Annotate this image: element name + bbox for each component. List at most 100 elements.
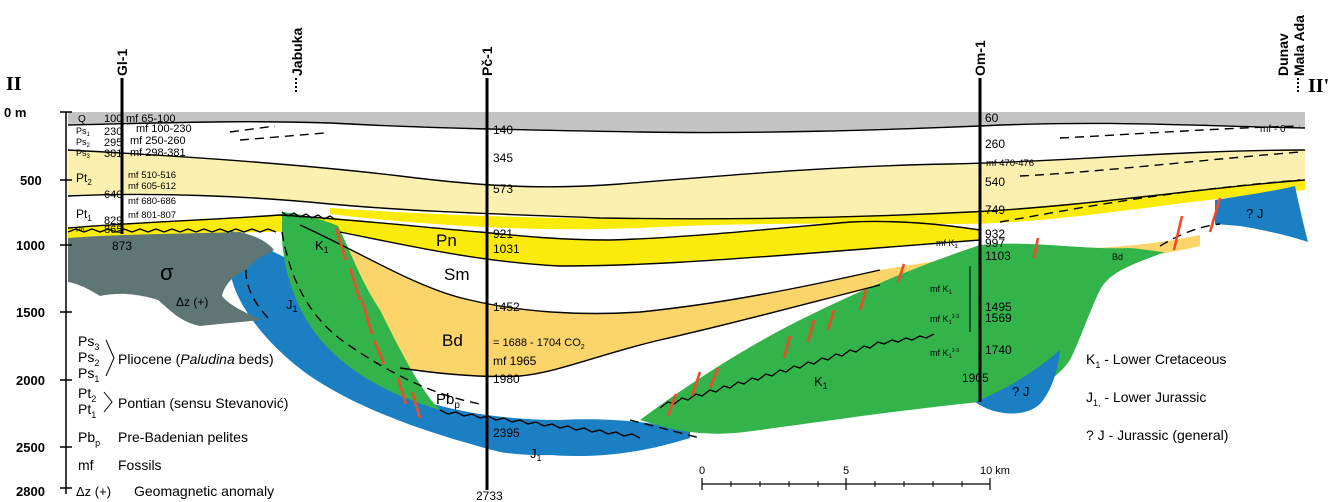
- pc1-note-co2: = 1688 - 1704 CO2: [493, 337, 585, 351]
- dashed-right-2: [1019, 151, 1301, 177]
- legend-bracket-pliocene: [105, 339, 115, 377]
- unconformity-k1-top: [281, 211, 337, 221]
- boundary-pn-top: [67, 214, 981, 241]
- om1-fossil-k1-d: mf K12-3: [930, 348, 959, 360]
- pc1-depth-1980: 1980: [493, 372, 520, 386]
- legend-ps2: Ps2: [78, 349, 99, 368]
- unit-k1-left: K1: [315, 238, 329, 255]
- gl1-fossil-4: mf 298-381: [130, 147, 186, 159]
- unit-pbp: Pbp: [436, 391, 460, 411]
- dashed-bd-right: [1159, 223, 1221, 247]
- gl1-fossil-3: mf 250-260: [130, 135, 186, 147]
- unit-bd-right: Bd: [1112, 252, 1123, 262]
- om1-fossil-k1-b: mf K1: [930, 284, 953, 296]
- legend-mf-text: Fossils: [118, 457, 162, 473]
- layer-j1-left: [231, 240, 691, 456]
- unit-pt1: Pt1: [76, 207, 92, 223]
- fault-9: [708, 367, 720, 389]
- fault-3: [360, 299, 374, 335]
- scale-10km: 10 km: [980, 465, 1010, 477]
- unit-pn: Pn: [436, 231, 457, 250]
- fault-2: [348, 267, 362, 301]
- dunav-fossil: mf - 0: [1260, 124, 1286, 135]
- gl1-fossil-7: mf 680-686: [128, 196, 176, 207]
- fault-16: [1172, 215, 1184, 251]
- legend-ps1: Ps1: [78, 365, 99, 384]
- scale-0: 0: [699, 465, 705, 477]
- om1-td: 1905: [962, 371, 989, 385]
- unconformity-left: [67, 228, 277, 233]
- om1-depth-997: 997: [985, 236, 1005, 250]
- well-name-gl1: Gl-1: [114, 49, 130, 76]
- fault-10: [782, 335, 792, 359]
- unit-j-question-right: ? J: [1246, 206, 1263, 221]
- legend-pontian-text: Pontian (sensu Stevanović): [118, 395, 288, 411]
- stratigraphy-layers: [68, 112, 1308, 502]
- pc1-depth-1452: 1452: [493, 300, 520, 314]
- well-name-dunav: Dunav: [1275, 33, 1291, 76]
- unit-j1-bottom: J1: [530, 446, 542, 463]
- pc1-annotations: 140 345 573 921 1031 1452 1980 2395 2733…: [476, 123, 585, 502]
- boundary-lines: [67, 121, 1306, 439]
- layer-pt2: [68, 150, 1305, 219]
- unconformity-k1-main: [659, 333, 935, 409]
- om1-depth-1569: 1569: [985, 311, 1012, 325]
- legend-pliocene-text: Pliocene (Paludina beds): [118, 351, 274, 367]
- dashed-right-1: [1059, 125, 1301, 139]
- fault-1: [334, 227, 348, 261]
- layer-pn-upper: [330, 180, 1305, 230]
- om1-fossil-k1-a: mf K1: [936, 238, 959, 250]
- depth-label-2800: 2800: [16, 484, 45, 499]
- om1-depth-60: 60: [985, 111, 999, 125]
- legend-pbp-text: Pre-Badenian pelites: [118, 429, 248, 445]
- boundary-pt2-base: [67, 179, 1306, 220]
- depth-label-500: 500: [20, 173, 42, 188]
- om1-fossil-k1-c: mf K12-3: [930, 314, 959, 326]
- om1-annotations: 60 260 540 749 932 997 1103 1495 1569 17…: [930, 111, 1286, 385]
- layer-k1: [282, 212, 440, 410]
- well-name-jabuka: Jabuka: [289, 28, 305, 76]
- legend-ps3: Ps3: [78, 333, 99, 352]
- legend-dz-text: Geomagnetic anomaly: [134, 483, 274, 499]
- gl1-fossil-6: mf 605-612: [128, 181, 176, 192]
- scale-5: 5: [843, 465, 849, 477]
- unconformity-basin: [439, 409, 641, 439]
- depth-label-1000: 1000: [16, 238, 45, 253]
- layer-quaternary: [68, 112, 1305, 133]
- legend-k1: K1 - Lower Cretaceous: [1086, 351, 1226, 370]
- unit-pn-gl1: Pn: [76, 227, 85, 234]
- unit-sm: Sm: [444, 265, 470, 284]
- om1-fossil-470: mf 470-476: [986, 158, 1034, 169]
- pc1-depth-1031: 1031: [493, 242, 520, 256]
- gl1-depth-381: 381: [104, 148, 122, 160]
- legend-bracket-pontian: [103, 391, 113, 413]
- depth-axis: 0 m 500 1000 1500 2000 2500 2800 II II': [4, 73, 1328, 499]
- section-end-label: II': [1308, 75, 1328, 97]
- gl1-fossil-1: mf 65-100: [126, 113, 176, 125]
- unit-ps2: Ps2: [76, 137, 91, 149]
- gl1-fossil-8: mf 801-807: [128, 210, 176, 221]
- unit-ps1: Ps1: [76, 126, 91, 138]
- om1-depth-1740: 1740: [985, 343, 1012, 357]
- unit-dz: Δz (+): [176, 295, 208, 309]
- fault-4: [372, 339, 386, 365]
- unit-j1-left: J1: [286, 297, 298, 314]
- well-name-mala-ada: Mala Ada: [1291, 15, 1307, 76]
- pc1-depth-345: 345: [493, 151, 513, 165]
- pc1-td: 2733: [476, 489, 503, 502]
- legend-dz: Δz (+): [76, 484, 111, 499]
- dashed-ps1: [229, 125, 276, 133]
- legend-left: Ps3 Ps2 Ps1 Pliocene (Paludina beds) Pt2…: [76, 333, 288, 499]
- section-start-label: II: [6, 73, 22, 95]
- dashed-sigma-j1: [245, 269, 271, 321]
- dashed-k1-j1-bottom: [629, 419, 701, 439]
- legend-mf: mf: [78, 457, 94, 473]
- om1-depth-260: 260: [985, 137, 1005, 151]
- fault-11: [806, 319, 816, 343]
- boundary-q-base: [67, 121, 1306, 134]
- unit-k1-main: K1: [814, 374, 828, 391]
- om1-depth-932: 932: [985, 227, 1005, 241]
- fault-15: [1032, 237, 1040, 259]
- legend-right: K1 - Lower Cretaceous J1, - Lower Jurass…: [1086, 351, 1228, 443]
- layer-j-question-right: [1215, 186, 1308, 242]
